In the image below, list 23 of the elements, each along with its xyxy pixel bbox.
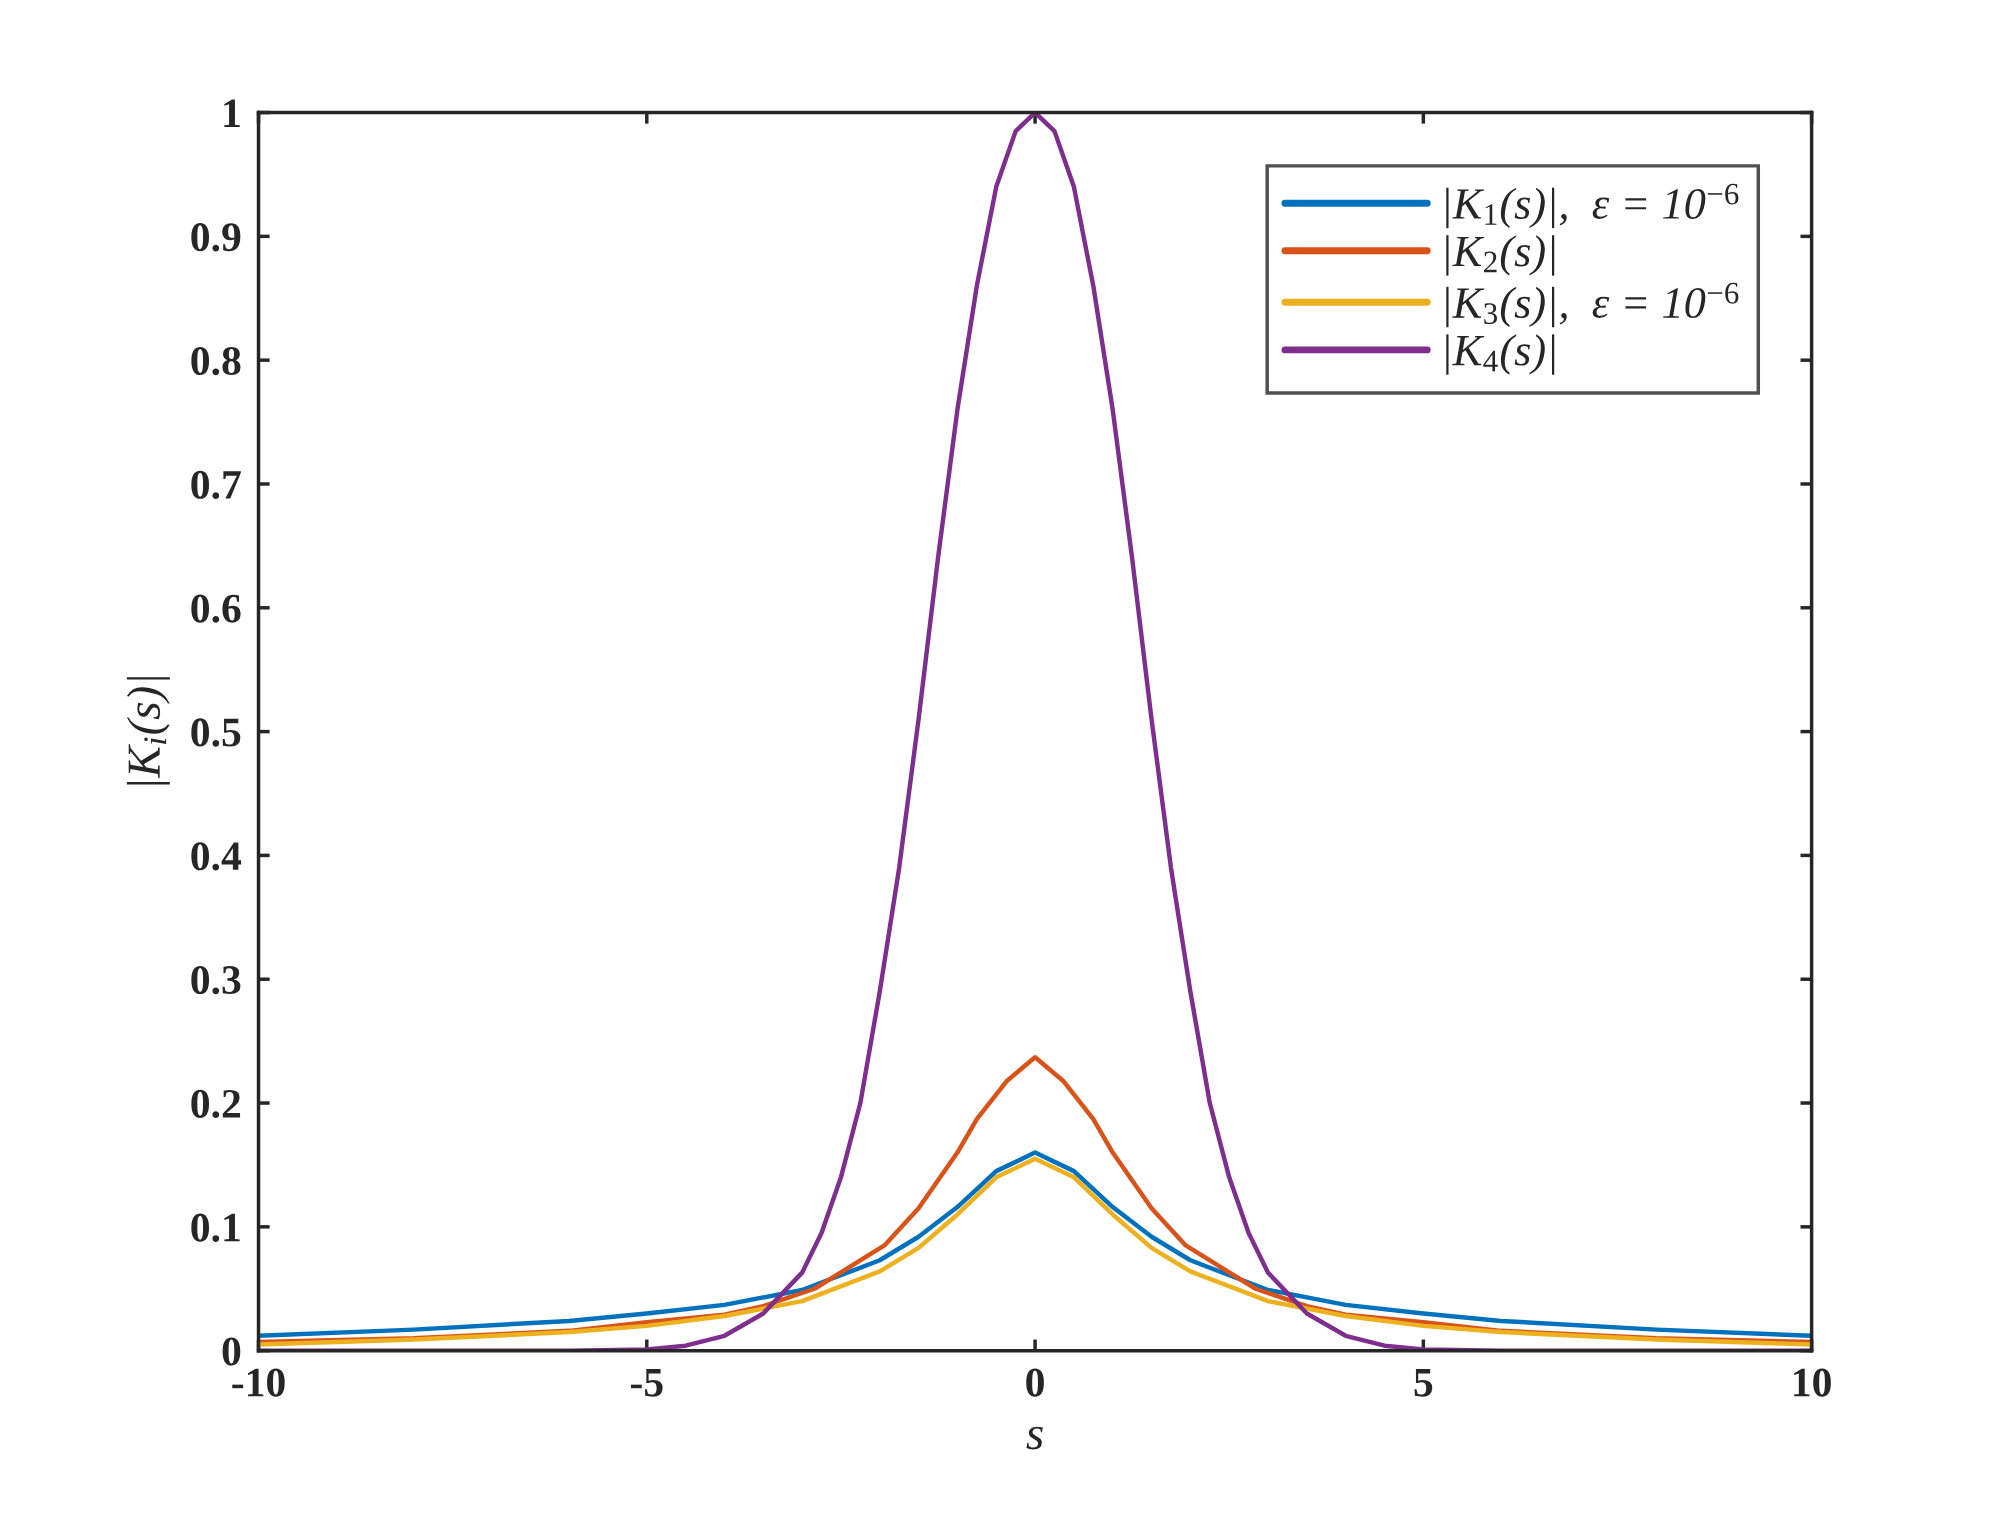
legend-label: |K$_{4}$(s)| bbox=[1446, 334, 1555, 375]
x-tick-label: 5 bbox=[1414, 1368, 1433, 1397]
y-tick-label: 0.8 bbox=[191, 346, 241, 376]
y-tick-label: 0 bbox=[222, 1337, 241, 1366]
line-series bbox=[258, 112, 1812, 1351]
y-tick-label: 1 bbox=[224, 99, 240, 128]
y-tick-label: 0.1 bbox=[191, 1213, 240, 1242]
x-tick-label: 10 bbox=[1794, 1368, 1831, 1397]
y-tick-label: 0.7 bbox=[191, 470, 241, 500]
y-tick-label: 0.9 bbox=[191, 223, 241, 252]
legend-label: |K$_{1}$(s)|, ε = 10$^{−6}$ bbox=[1446, 183, 1739, 229]
legend-label: |K$_{2}$(s)| bbox=[1446, 235, 1555, 276]
y-tick-label: 0.3 bbox=[191, 965, 241, 995]
x-tick-label: -5 bbox=[630, 1368, 663, 1397]
y-tick-label: 0.2 bbox=[191, 1089, 241, 1119]
x-axis-title: s bbox=[1026, 1426, 1043, 1450]
y-axis-title: |K$_{i}$(s)| bbox=[126, 677, 170, 785]
y-tick-label: 0.4 bbox=[191, 842, 242, 871]
x-tick-label: -10 bbox=[232, 1368, 285, 1397]
y-tick-label: 0.5 bbox=[191, 718, 241, 747]
legend-label: |K$_{3}$(s)|, ε = 10$^{−6}$ bbox=[1446, 282, 1739, 328]
x-tick-label: 0 bbox=[1026, 1368, 1044, 1397]
y-tick-label: 0.6 bbox=[191, 594, 241, 623]
